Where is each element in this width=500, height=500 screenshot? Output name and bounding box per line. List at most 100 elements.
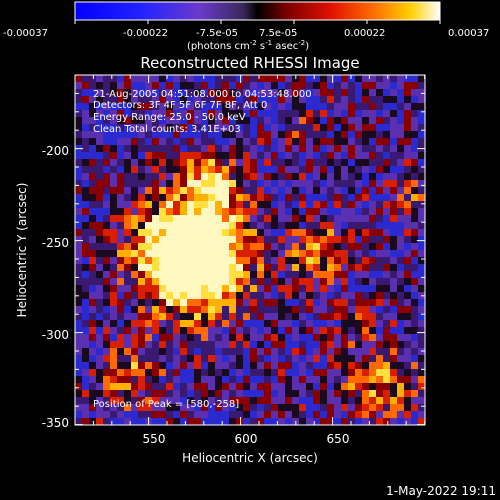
heatmap-cell (348, 257, 356, 265)
heatmap-cell (348, 194, 356, 202)
heatmap-cell (278, 138, 286, 146)
heatmap-cell (341, 369, 349, 377)
heatmap-cell (348, 299, 356, 307)
heatmap-cell (362, 194, 370, 202)
heatmap-cell (411, 180, 419, 188)
heatmap-cell (418, 390, 425, 398)
heatmap-cell (278, 145, 286, 153)
heatmap-cell (89, 215, 97, 223)
heatmap-cell (376, 376, 384, 384)
heatmap-cell (117, 313, 125, 321)
heatmap-cell (89, 320, 97, 328)
heatmap-cell (236, 411, 244, 419)
heatmap-cell (215, 117, 223, 125)
heatmap-cell (159, 369, 167, 377)
heatmap-cell (180, 187, 188, 195)
heatmap-cell (320, 180, 328, 188)
heatmap-cell (292, 306, 300, 314)
heatmap-cell (320, 299, 328, 307)
heatmap-cell (187, 250, 195, 258)
heatmap-cell (299, 236, 307, 244)
heatmap-cell (208, 264, 216, 272)
heatmap-cell (75, 285, 83, 293)
heatmap-cell (404, 362, 412, 370)
heatmap-cell (418, 334, 425, 342)
heatmap-cell (208, 110, 216, 118)
heatmap-cell (138, 383, 146, 391)
heatmap-cell (131, 75, 139, 83)
heatmap-cell (124, 138, 132, 146)
heatmap-cell (208, 299, 216, 307)
heatmap-cell (362, 271, 370, 279)
heatmap-cell (243, 404, 251, 412)
heatmap-cell (159, 173, 167, 181)
heatmap-cell (299, 257, 307, 265)
heatmap-cell (124, 145, 132, 153)
heatmap-cell (250, 89, 258, 97)
heatmap-cell (306, 145, 314, 153)
heatmap-cell (152, 201, 160, 209)
heatmap-cell (243, 411, 251, 419)
heatmap-cell (243, 117, 251, 125)
heatmap-cell (320, 138, 328, 146)
heatmap-cell (131, 397, 139, 405)
heatmap-cell (292, 103, 300, 111)
heatmap-cell (194, 138, 202, 146)
heatmap-cell (355, 271, 363, 279)
heatmap-cell (334, 306, 342, 314)
heatmap-cell (187, 222, 195, 230)
heatmap-cell (117, 390, 125, 398)
heatmap-cell (145, 131, 153, 139)
heatmap-cell (215, 418, 223, 425)
heatmap-cell (243, 341, 251, 349)
heatmap-cell (243, 145, 251, 153)
heatmap-cell (75, 369, 83, 377)
heatmap-cell (187, 117, 195, 125)
heatmap-cell (187, 180, 195, 188)
heatmap-cell (383, 75, 391, 83)
heatmap-cell (348, 103, 356, 111)
heatmap-cell (376, 89, 384, 97)
heatmap-cell (327, 138, 335, 146)
heatmap-cell (173, 418, 181, 425)
heatmap-cell (264, 404, 272, 412)
heatmap-cell (236, 341, 244, 349)
heatmap-cell (320, 292, 328, 300)
heatmap-cell (355, 103, 363, 111)
heatmap-cell (173, 264, 181, 272)
heatmap-cell (208, 355, 216, 363)
y-tick-label-minus350: -350 (42, 416, 69, 430)
heatmap-cell (320, 208, 328, 216)
heatmap-cell (320, 131, 328, 139)
heatmap-cell (89, 278, 97, 286)
heatmap-cell (103, 131, 111, 139)
heatmap-cell (180, 243, 188, 251)
x-tick-label-600: 600 (235, 432, 258, 446)
heatmap-cell (75, 124, 83, 132)
heatmap-cell (250, 166, 258, 174)
heatmap-cell (236, 334, 244, 342)
heatmap-cell (201, 257, 209, 265)
heatmap-cell (145, 383, 153, 391)
heatmap-cell (362, 306, 370, 314)
heatmap-cell (75, 187, 83, 195)
heatmap-cell (159, 180, 167, 188)
heatmap-cell (341, 173, 349, 181)
heatmap-cell (159, 306, 167, 314)
heatmap-cell (236, 215, 244, 223)
heatmap-cell (376, 229, 384, 237)
heatmap-cell (341, 215, 349, 223)
colorbar: -0.00037 -0.00022 -7.5e-05 7.5e-05 0.000… (3, 1, 489, 52)
heatmap-cell (292, 89, 300, 97)
heatmap-cell (96, 299, 104, 307)
heatmap-cell (299, 243, 307, 251)
heatmap-cell (166, 264, 174, 272)
heatmap-cell (208, 159, 216, 167)
heatmap-cell (411, 390, 419, 398)
heatmap-cell (341, 236, 349, 244)
heatmap-cell (306, 173, 314, 181)
heatmap-cell (306, 124, 314, 132)
heatmap-cell (250, 257, 258, 265)
heatmap-cell (117, 278, 125, 286)
heatmap-cell (306, 103, 314, 111)
